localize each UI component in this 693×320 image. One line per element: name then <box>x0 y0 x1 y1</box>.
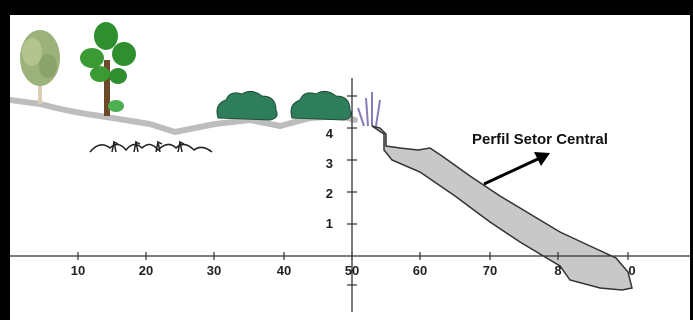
diagram-panel: 10 20 30 40 50 60 70 8 0 4 3 2 1 Perfil … <box>10 15 690 320</box>
x-tick-label: 0 <box>628 263 635 278</box>
arrow-icon <box>483 152 550 186</box>
x-tick-label: 60 <box>413 263 427 278</box>
x-tick-label: 40 <box>277 263 291 278</box>
y-tick-label: 1 <box>326 216 333 231</box>
x-tick-label: 50 <box>345 263 359 278</box>
annotation-label: Perfil Setor Central <box>472 131 608 148</box>
y-tick-label: 3 <box>326 156 333 171</box>
shrub-icon <box>216 90 278 121</box>
y-axis-ticks <box>347 95 357 286</box>
ground-surface-line <box>10 97 358 136</box>
reed-icon <box>357 92 381 127</box>
shrub-icon <box>290 90 352 121</box>
x-tick-label: 20 <box>139 263 153 278</box>
grass-icon <box>89 140 213 153</box>
x-tick-label: 10 <box>71 263 85 278</box>
x-tick-label: 30 <box>207 263 221 278</box>
profile-diagram: 10 20 30 40 50 60 70 8 0 4 3 2 1 Perfil … <box>10 22 690 312</box>
leafy-tree-icon <box>80 22 136 116</box>
birch-tree-icon <box>20 30 60 104</box>
x-tick-label: 70 <box>483 263 497 278</box>
y-tick-label: 4 <box>326 126 334 141</box>
x-axis-ticks <box>77 252 629 260</box>
x-tick-label: 8 <box>554 263 561 278</box>
central-sector-profile <box>371 125 633 291</box>
y-tick-label: 2 <box>326 186 333 201</box>
